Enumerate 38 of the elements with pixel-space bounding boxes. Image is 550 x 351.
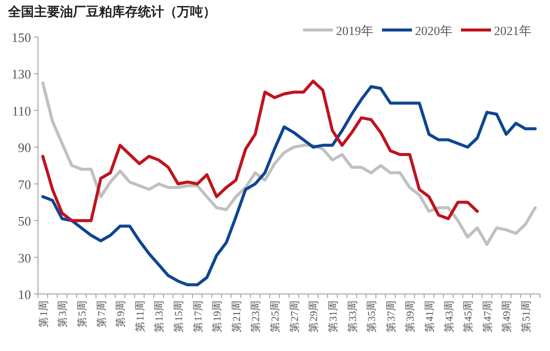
y-tick-label: 110 (12, 103, 31, 118)
x-tick-label: 第9周 (115, 300, 128, 328)
legend-label: 2019年 (336, 24, 374, 38)
x-tick-label: 第7周 (96, 300, 108, 328)
x-tick-label: 第17周 (192, 300, 204, 332)
legend-label: 2021年 (494, 24, 532, 38)
x-tick-label: 第41周 (424, 300, 436, 332)
x-tick-label: 第49周 (501, 300, 514, 332)
y-tick-label: 10 (18, 287, 31, 302)
x-tick-label: 第35周 (366, 300, 378, 332)
x-tick-label: 第15周 (172, 300, 185, 332)
x-tick-label: 第37周 (385, 300, 398, 332)
y-tick-label: 50 (18, 214, 31, 229)
x-tick-label: 第47周 (482, 300, 494, 332)
y-tick-label: 30 (18, 250, 31, 266)
x-tick-label: 第19周 (212, 300, 224, 332)
x-tick-label: 第29周 (308, 300, 320, 332)
x-tick-label: 第27周 (288, 300, 301, 332)
x-tick-label: 第33周 (346, 300, 359, 332)
x-tick-label: 第23周 (250, 300, 262, 332)
y-tick-label: 150 (12, 30, 31, 45)
x-tick-label: 第43周 (443, 300, 456, 332)
x-tick-label: 第11周 (134, 300, 146, 332)
x-tick-label: 第45周 (462, 300, 475, 332)
x-tick-label: 第51周 (520, 300, 533, 332)
y-tick-label: 70 (18, 176, 31, 192)
x-tick-label: 第3周 (57, 300, 70, 328)
x-tick-label: 第21周 (230, 300, 243, 332)
x-tick-label: 第25周 (270, 300, 282, 332)
x-tick-label: 第13周 (154, 300, 166, 332)
x-tick-label: 第1周 (38, 300, 50, 328)
x-tick-label: 第39周 (404, 300, 417, 332)
y-tick-label: 130 (12, 66, 31, 82)
y-tick-label: 90 (18, 140, 31, 156)
chart-title: 全国主要油厂豆粕库存统计（万吨） (7, 4, 216, 19)
legend-label: 2020年 (415, 24, 453, 38)
x-tick-label: 第5周 (76, 300, 88, 328)
x-tick-label: 第31周 (327, 300, 340, 332)
